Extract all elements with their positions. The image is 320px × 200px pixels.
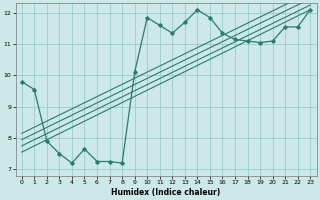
X-axis label: Humidex (Indice chaleur): Humidex (Indice chaleur) bbox=[111, 188, 221, 197]
